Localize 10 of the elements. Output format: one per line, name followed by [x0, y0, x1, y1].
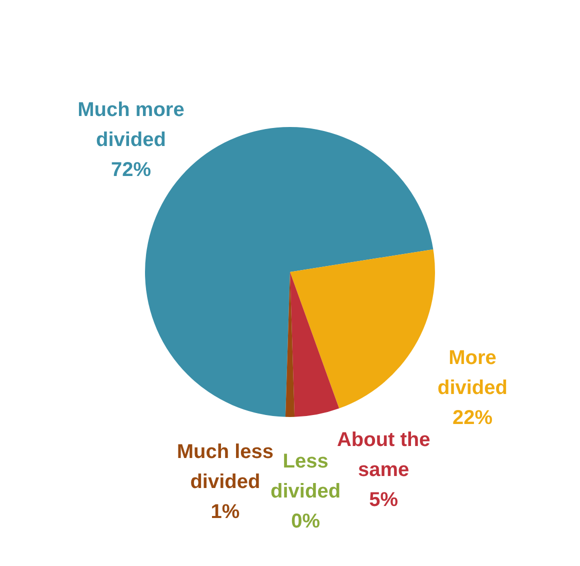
data-label: 1% [210, 500, 240, 523]
pie-slice [290, 272, 340, 417]
slice-label: About the same [336, 429, 430, 482]
text: 0% [291, 510, 320, 532]
slice-label: Much more divided [78, 98, 184, 151]
data-label: 5% [369, 489, 398, 512]
slice-label: More divided [437, 346, 508, 399]
data-label: 22% [452, 406, 493, 429]
data-label: 72% [110, 158, 152, 181]
pie-slice [290, 249, 435, 408]
